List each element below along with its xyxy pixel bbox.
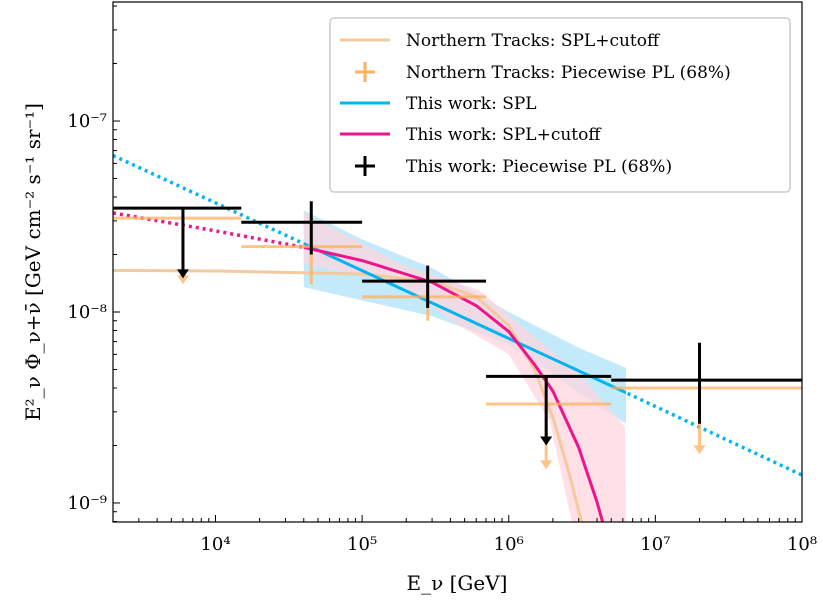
legend-label: This work: SPL+cutoff: [406, 125, 602, 145]
piecewise-point: [486, 374, 612, 446]
y-axis-label: E²_ν Φ_ν+ν̄ [GeV cm⁻² s⁻¹ sr⁻¹]: [21, 103, 45, 421]
x-tick-label: 10⁵: [347, 534, 377, 555]
legend-label: This work: Piecewise PL (68%): [406, 157, 672, 177]
x-axis-label: E_ν [GeV]: [407, 571, 508, 595]
y-tick-label: 10⁻⁸: [67, 302, 107, 323]
x-tick-label: 10⁷: [640, 534, 670, 555]
piecewise-point: [611, 342, 802, 424]
x-tick-labels: 10⁴ 10⁵ 10⁶ 10⁷ 10⁸: [200, 534, 817, 555]
x-tick-label: 10⁴: [200, 534, 230, 555]
northern-tracks-piecewise-point-upper-limit-arrow: [176, 275, 189, 285]
piecewise-point-upper-limit-arrow: [540, 436, 553, 446]
northern-tracks-piecewise-point: [113, 216, 242, 285]
legend-box: [329, 17, 791, 193]
northern-tracks-spl-cutoff-curve: [113, 268, 584, 522]
piecewise-points: [113, 201, 802, 470]
y-tick-label: 10⁻⁷: [67, 111, 107, 132]
northern-tracks-piecewise-point-upper-limit-arrow: [540, 460, 553, 470]
plot-frame: [112, 1, 803, 523]
y-tick-labels: 10⁻⁷ 10⁻⁸ 10⁻⁹: [67, 111, 107, 514]
model-curves: [113, 153, 802, 522]
spl-cutoff-curve: [303, 245, 605, 522]
legend-label: This work: SPL: [406, 94, 537, 114]
legend-label: Northern Tracks: Piecewise PL (68%): [406, 63, 731, 83]
legend-label: Northern Tracks: SPL+cutoff: [406, 31, 661, 51]
northern-tracks-piecewise-point-upper-limit-arrow: [693, 445, 706, 455]
northern-tracks-piecewise-point: [611, 386, 802, 455]
spl-curve: [303, 241, 626, 395]
piecewise-point: [362, 265, 487, 308]
piecewise-point: [241, 201, 363, 255]
y-tick-label: 10⁻⁹: [67, 493, 107, 514]
x-tick-label: 10⁶: [494, 534, 524, 555]
piecewise-point-upper-limit-arrow: [176, 269, 189, 279]
x-tick-label: 10⁸: [787, 534, 817, 555]
axis-ticks: [112, 5, 803, 522]
piecewise-point: [113, 206, 242, 279]
legend: Northern Tracks: SPL+cutoff Northern Tra…: [329, 17, 791, 193]
